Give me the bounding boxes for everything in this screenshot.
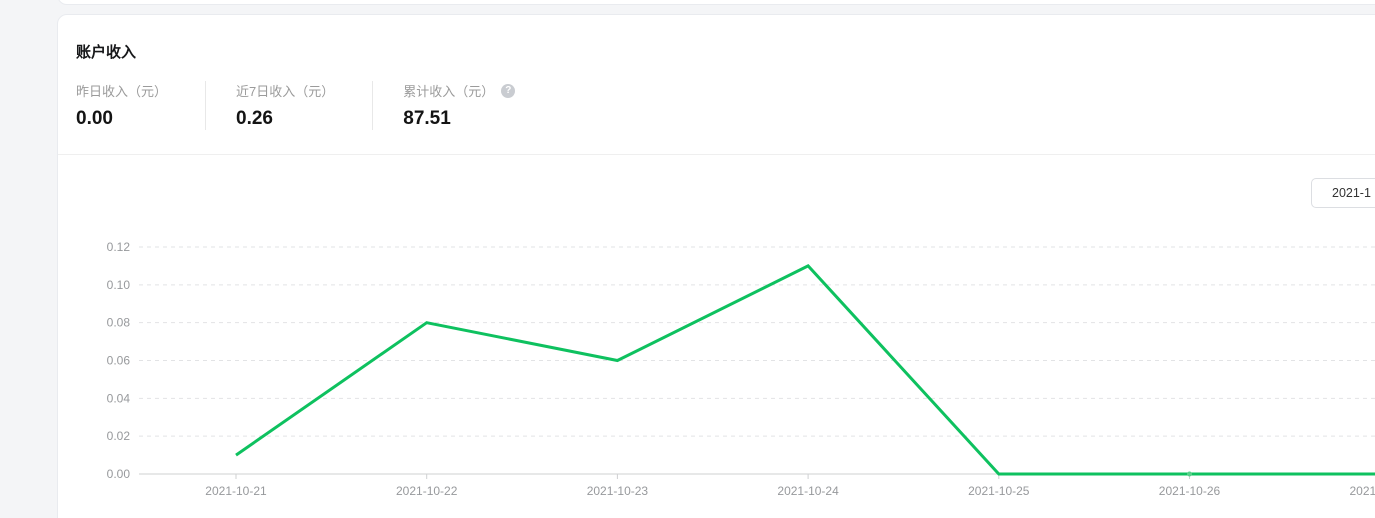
page-title: 账户收入	[76, 44, 137, 61]
stat-total-income: 累计收入（元） ? 87.51	[403, 81, 553, 130]
svg-text:2021-10-23: 2021-10-23	[587, 484, 649, 498]
chart-section: 0.00 0.02 0.04 0.06 0.08 0.10 0.12 2021-10-21 20…	[58, 155, 1375, 518]
svg-text:0.04: 0.04	[107, 391, 131, 405]
svg-text:0.08: 0.08	[107, 316, 131, 330]
date-range-text: 2021-1	[1332, 186, 1371, 200]
card-header: 账户收入 昨日收入（元） 0.00 近7日收入（元） 0.26 累计收入（元） …	[58, 15, 1375, 155]
svg-text:0.00: 0.00	[107, 467, 131, 481]
svg-text:0.02: 0.02	[107, 429, 131, 443]
stat-value: 0.00	[76, 108, 113, 129]
svg-text:2021-10-26: 2021-10-26	[1159, 484, 1221, 498]
stat-value: 0.26	[236, 108, 273, 129]
income-chart: 0.00 0.02 0.04 0.06 0.08 0.10 0.12 2021-10-21 20…	[58, 155, 1375, 518]
svg-text:2021-10-25: 2021-10-25	[968, 484, 1030, 498]
account-income-card: 账户收入 昨日收入（元） 0.00 近7日收入（元） 0.26 累计收入（元） …	[57, 14, 1375, 518]
svg-text:2021-10-21: 2021-10-21	[205, 484, 267, 498]
income-chart-svg: 0.00 0.02 0.04 0.06 0.08 0.10 0.12 2021-10-21 20…	[107, 240, 1375, 498]
stat-label: 近7日收入（元）	[236, 84, 335, 99]
svg-text:0.06: 0.06	[107, 354, 131, 368]
stat-last7days-income: 近7日收入（元） 0.26	[236, 81, 374, 130]
svg-text:0.12: 0.12	[107, 240, 131, 254]
help-icon[interactable]: ?	[501, 83, 516, 98]
svg-text:2021-10-27: 2021-10-27	[1350, 484, 1375, 498]
svg-text:2021-10-22: 2021-10-22	[396, 484, 458, 498]
stat-yesterday-income: 昨日收入（元） 0.00	[76, 81, 207, 130]
svg-text:2021-10-24: 2021-10-24	[777, 484, 839, 498]
stats-row: 昨日收入（元） 0.00 近7日收入（元） 0.26 累计收入（元） ? 87.…	[76, 81, 1375, 130]
stat-label: 累计收入（元）	[403, 84, 495, 99]
previous-card-bottom-edge	[57, 0, 1375, 5]
stat-label: 昨日收入（元）	[76, 84, 168, 99]
date-range-picker[interactable]: 2021-1	[1311, 178, 1375, 208]
svg-text:0.10: 0.10	[107, 278, 131, 292]
stat-value: 87.51	[403, 108, 451, 129]
